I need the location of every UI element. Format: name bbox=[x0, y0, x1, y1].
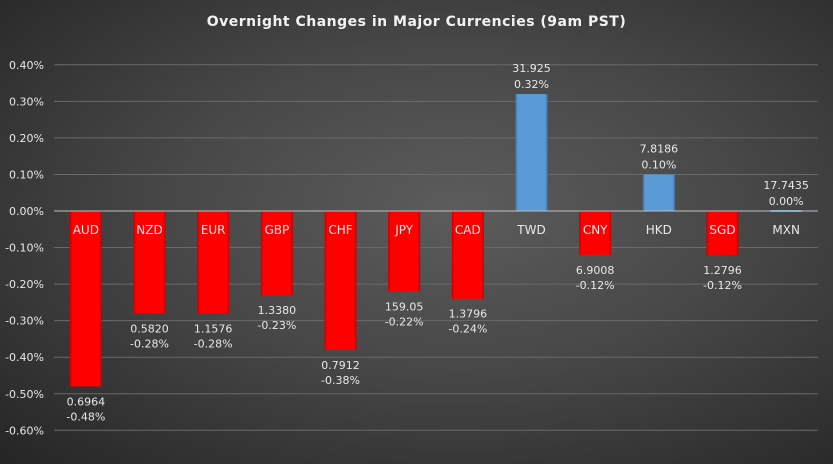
y-tick-label: 0.20% bbox=[9, 132, 44, 145]
category-label: AUD bbox=[73, 223, 99, 237]
y-tick-label: -0.50% bbox=[5, 388, 44, 401]
y-tick-label: -0.10% bbox=[5, 242, 44, 255]
y-tick-label: 0.30% bbox=[9, 95, 44, 108]
data-label: -0.38% bbox=[321, 374, 360, 387]
category-label: JPY bbox=[394, 223, 414, 237]
y-tick-label: -0.30% bbox=[5, 315, 44, 328]
category-label: NZD bbox=[136, 223, 162, 237]
rate-label: 1.3796 bbox=[449, 308, 488, 321]
data-label: 0.32% bbox=[514, 78, 549, 91]
bar-twd bbox=[515, 94, 548, 211]
y-tick-label: -0.20% bbox=[5, 278, 44, 291]
category-label: EUR bbox=[201, 223, 226, 237]
category-label: HKD bbox=[646, 223, 672, 237]
category-label: CNY bbox=[583, 223, 608, 237]
data-label: -0.12% bbox=[703, 279, 742, 292]
y-tick-label: 0.40% bbox=[9, 59, 44, 72]
rate-label: 7.8186 bbox=[640, 142, 679, 155]
category-label: MXN bbox=[772, 223, 800, 237]
data-label: -0.28% bbox=[130, 337, 169, 350]
y-tick-label: -0.60% bbox=[5, 424, 44, 437]
bar-aud bbox=[69, 211, 102, 387]
rate-label: 159.05 bbox=[385, 300, 424, 313]
data-label: -0.22% bbox=[385, 315, 424, 328]
bar-cad bbox=[451, 211, 484, 299]
rate-label: 0.7912 bbox=[321, 359, 360, 372]
bar-jpy bbox=[388, 211, 421, 292]
rate-label: 0.6964 bbox=[67, 395, 106, 408]
category-label: SGD bbox=[709, 223, 735, 237]
category-label: GBP bbox=[264, 223, 289, 237]
bar-eur bbox=[197, 211, 230, 314]
data-label: -0.12% bbox=[576, 279, 615, 292]
category-label: CHF bbox=[328, 223, 352, 237]
data-label: 0.10% bbox=[641, 158, 676, 171]
rate-label: 1.3380 bbox=[258, 304, 297, 317]
data-label: 0.00% bbox=[769, 195, 804, 208]
rate-label: 6.9008 bbox=[576, 264, 615, 277]
y-tick-label: 0.00% bbox=[9, 205, 44, 218]
bar-hkd bbox=[642, 174, 675, 211]
bar-chf bbox=[324, 211, 357, 350]
y-tick-label: 0.10% bbox=[9, 168, 44, 181]
rate-label: 17.7435 bbox=[763, 179, 809, 192]
rate-label: 31.925 bbox=[512, 62, 551, 75]
rate-label: 1.1576 bbox=[194, 322, 233, 335]
category-label: CAD bbox=[455, 223, 481, 237]
rate-label: 1.2796 bbox=[703, 264, 742, 277]
rate-label: 0.5820 bbox=[130, 322, 169, 335]
bar-nzd bbox=[133, 211, 166, 314]
chart-title: Overnight Changes in Major Currencies (9… bbox=[206, 14, 627, 30]
bar-sgd bbox=[706, 211, 739, 255]
bar-cny bbox=[579, 211, 612, 255]
data-label: -0.28% bbox=[194, 337, 233, 350]
category-label: TWD bbox=[516, 223, 545, 237]
data-label: -0.48% bbox=[66, 410, 105, 423]
bar-gbp bbox=[260, 211, 293, 296]
data-label: -0.24% bbox=[448, 323, 487, 336]
y-tick-label: -0.40% bbox=[5, 351, 44, 364]
data-label: -0.23% bbox=[257, 319, 296, 332]
